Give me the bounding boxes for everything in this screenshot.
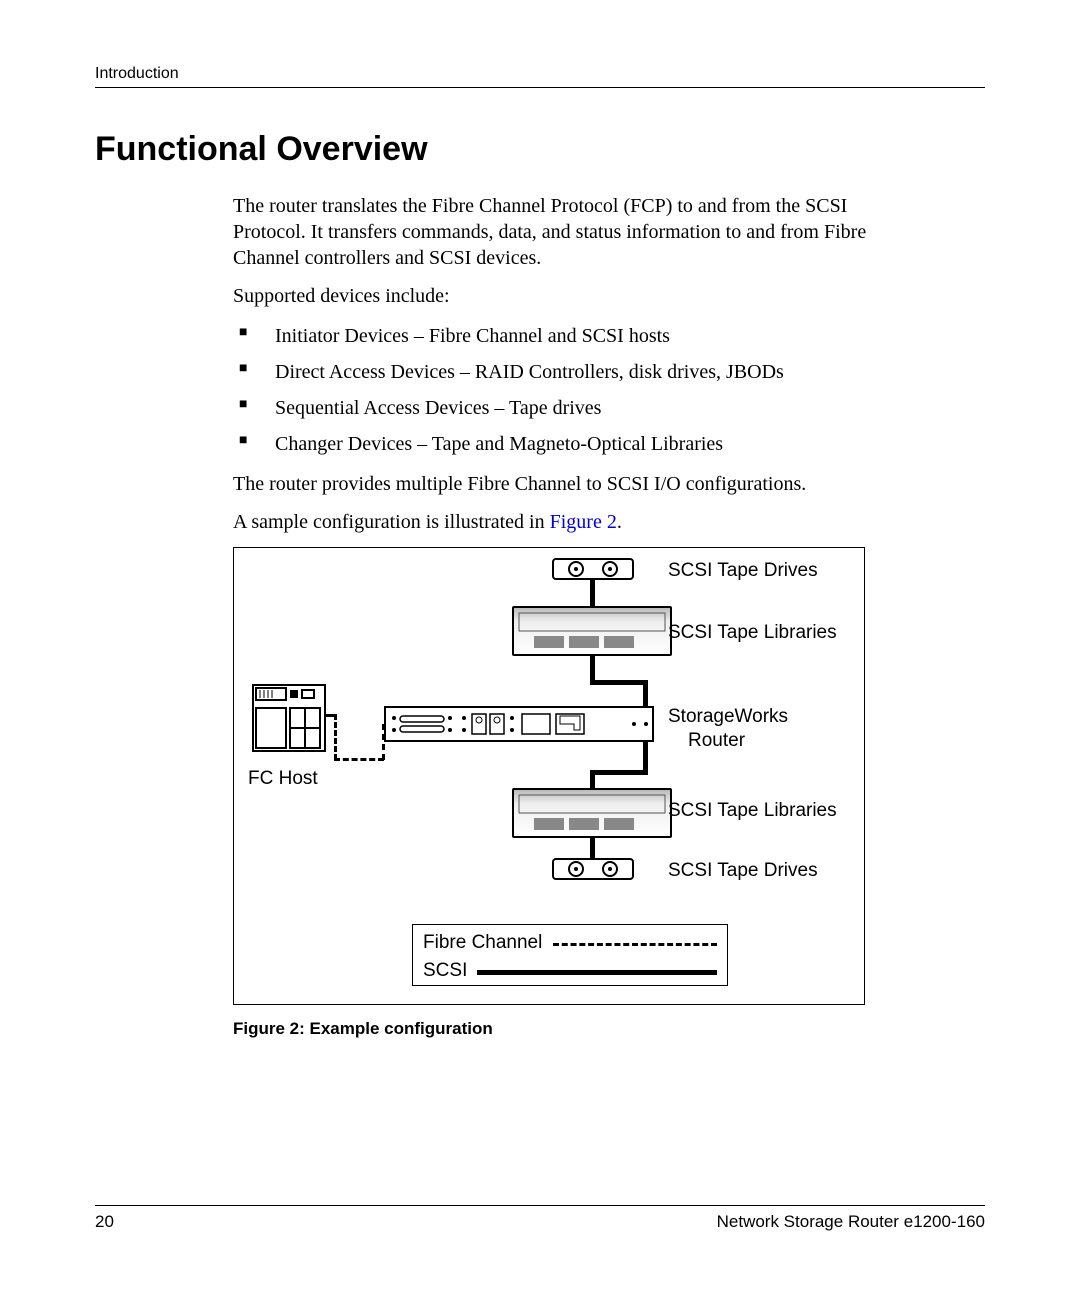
scsi-connector: [590, 838, 595, 858]
tape-library-top: [512, 606, 672, 656]
page-footer: 20 Network Storage Router e1200-160: [95, 1205, 985, 1232]
list-item: Initiator Devices – Fibre Channel and SC…: [233, 321, 893, 351]
page-header: Introduction: [95, 65, 985, 88]
doc-title-footer: Network Storage Router e1200-160: [717, 1212, 985, 1232]
list-item: Changer Devices – Tape and Magneto-Optic…: [233, 429, 893, 459]
fc-connector: [326, 714, 336, 717]
legend-box: Fibre Channel SCSI: [412, 924, 728, 986]
legend-fc-line: [553, 943, 717, 946]
label-tape-drives-bot: SCSI Tape Drives: [668, 860, 818, 882]
scsi-connector: [590, 580, 595, 606]
label-tape-libraries-bot: SCSI Tape Libraries: [668, 800, 837, 822]
device-list: Initiator Devices – Fibre Channel and SC…: [233, 321, 893, 459]
label-tape-drives-top: SCSI Tape Drives: [668, 560, 818, 582]
legend-scsi-label: SCSI: [423, 960, 477, 982]
figure-caption: Figure 2: Example configuration: [233, 1019, 893, 1039]
figure-diagram: SCSI Tape Drives SCSI Tape Libraries: [233, 547, 865, 1005]
scsi-bus-down-b: [643, 742, 648, 770]
label-router-l1: StorageWorks: [668, 706, 788, 728]
label-fc-host: FC Host: [248, 768, 318, 790]
figure-link[interactable]: Figure 2: [550, 511, 617, 533]
tape-drive-bottom: [552, 858, 634, 880]
list-item: Sequential Access Devices – Tape drives: [233, 393, 893, 423]
scsi-bus-down: [643, 680, 648, 708]
figure-container: SCSI Tape Drives SCSI Tape Libraries: [233, 547, 893, 1039]
scsi-connector: [590, 770, 595, 788]
intro-paragraph: The router translates the Fibre Channel …: [233, 193, 893, 271]
host-icon: [254, 686, 324, 750]
scsi-connector: [590, 656, 595, 680]
supported-devices-intro: Supported devices include:: [233, 283, 893, 309]
legend-fc-label: Fibre Channel: [423, 932, 553, 954]
section-title: Functional Overview: [95, 130, 985, 169]
library-icon: [514, 608, 670, 654]
fc-connector: [334, 758, 384, 761]
config-paragraph: The router provides multiple Fibre Chann…: [233, 471, 893, 497]
legend-scsi-line: [477, 970, 717, 975]
tape-library-bottom: [512, 788, 672, 838]
router-icon: [386, 708, 652, 740]
page-number: 20: [95, 1212, 114, 1232]
header-section-text: Introduction: [95, 65, 179, 82]
figure-ref-paragraph: A sample configuration is illustrated in…: [233, 509, 893, 535]
tape-reel-icon: [554, 860, 632, 878]
library-icon: [514, 790, 670, 836]
scsi-bus-bot: [590, 770, 648, 775]
fc-host-device: [252, 684, 326, 752]
tape-drive-top: [552, 558, 634, 580]
storageworks-router: [384, 706, 654, 742]
scsi-bus-top: [590, 680, 648, 685]
figure-ref-post: .: [617, 511, 622, 533]
figure-ref-pre: A sample configuration is illustrated in: [233, 511, 550, 533]
fc-connector: [334, 714, 337, 760]
content-block: The router translates the Fibre Channel …: [233, 193, 893, 1039]
list-item: Direct Access Devices – RAID Controllers…: [233, 357, 893, 387]
tape-reel-icon: [554, 560, 632, 578]
label-router-l2: Router: [688, 730, 745, 752]
label-tape-libraries-top: SCSI Tape Libraries: [668, 622, 837, 644]
